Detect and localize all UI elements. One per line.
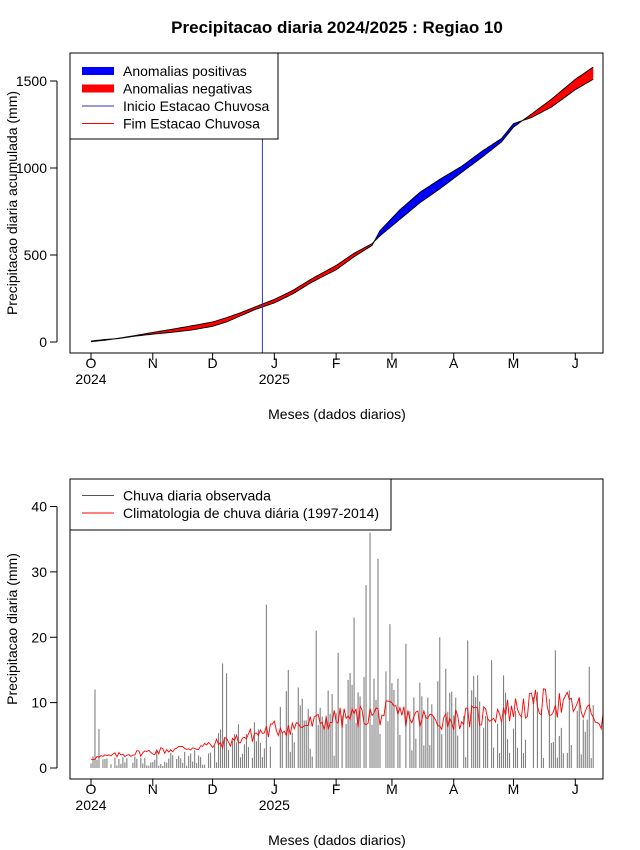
y-tick-label: 0 [39, 760, 47, 776]
accumulated-precipitation-chart: 0 500 1000 1500 O N D J F M A M J 2024 2025 Precipita… [4, 52, 604, 422]
y-axis: 0 10 20 30 40 [31, 499, 58, 776]
x-tick-label: D [208, 355, 218, 371]
x-tick-label: F [332, 355, 341, 371]
y-tick-label: 0 [39, 334, 47, 350]
x-tick-label: J [572, 355, 579, 371]
daily-precipitation-chart: 0 10 20 30 40 O N D J F M A M J 2024 2025 Precipitacao… [4, 478, 604, 848]
legend-label-observed: Chuva diaria observada [123, 488, 271, 504]
climatology-accumulated-line [90, 66, 594, 343]
legend-box [69, 478, 392, 531]
x-tick-label: M [386, 355, 398, 371]
y-tick-label: 20 [31, 629, 47, 645]
x-tick-label: J [572, 781, 579, 797]
legend-label-season-start: Inicio Estacao Chuvosa [123, 98, 270, 114]
y-tick-label: 500 [24, 247, 48, 263]
climatology-line [90, 688, 604, 760]
y-axis: 0 500 1000 1500 [16, 73, 58, 350]
year-label-2024: 2024 [75, 797, 106, 813]
legend: Anomalias positivas Anomalias negativas … [69, 52, 279, 140]
x-axis: O N D J F M A M J 2024 2025 [75, 352, 579, 387]
x-tick-label: J [271, 781, 278, 797]
negative-anomaly-area [116, 241, 375, 339]
x-tick-label: D [208, 781, 218, 797]
y-tick-label: 1000 [16, 160, 47, 176]
x-axis: O N D J F M A M J 2024 2025 [75, 778, 579, 813]
x-tick-label: M [508, 781, 520, 797]
year-label-2025: 2025 [259, 371, 290, 387]
accumulated-lines [90, 66, 594, 343]
legend-label-season-end: Fim Estacao Chuvosa [123, 116, 260, 132]
x-tick-label: O [86, 355, 97, 371]
x-tick-label: N [148, 781, 158, 797]
x-tick-label: O [86, 781, 97, 797]
y-axis-label: Precipitacao diaria (mm) [4, 553, 20, 705]
y-tick-label: 1500 [16, 73, 47, 89]
x-tick-label: J [271, 355, 278, 371]
y-tick-label: 10 [31, 695, 47, 711]
legend: Chuva diaria observada Climatologia de c… [69, 478, 392, 531]
x-tick-label: F [332, 781, 341, 797]
chart-title: Precipitacao diaria 2024/2025 : Regiao 1… [171, 18, 503, 37]
x-tick-label: A [449, 355, 459, 371]
legend-label-negative: Anomalias negativas [123, 81, 252, 97]
x-tick-label: M [386, 781, 398, 797]
year-label-2024: 2024 [75, 371, 106, 387]
x-tick-label: N [148, 355, 158, 371]
x-axis-label: Meses (dados diarios) [268, 832, 406, 848]
x-tick-label: M [508, 355, 520, 371]
legend-label-climatology: Climatologia de chuva diária (1997-2014) [123, 505, 379, 521]
y-axis-label: Precipitacao diaria acumulada (mm) [4, 91, 20, 315]
positive-anomaly-area [374, 119, 524, 242]
legend-label-positive: Anomalias positivas [123, 63, 247, 79]
y-tick-label: 40 [31, 499, 47, 515]
daily-rain-bars [90, 532, 594, 768]
year-label-2025: 2025 [259, 797, 290, 813]
x-axis-label: Meses (dados diarios) [268, 406, 406, 422]
x-tick-label: A [449, 781, 459, 797]
observed-accumulated-line [90, 78, 594, 342]
y-tick-label: 30 [31, 564, 47, 580]
